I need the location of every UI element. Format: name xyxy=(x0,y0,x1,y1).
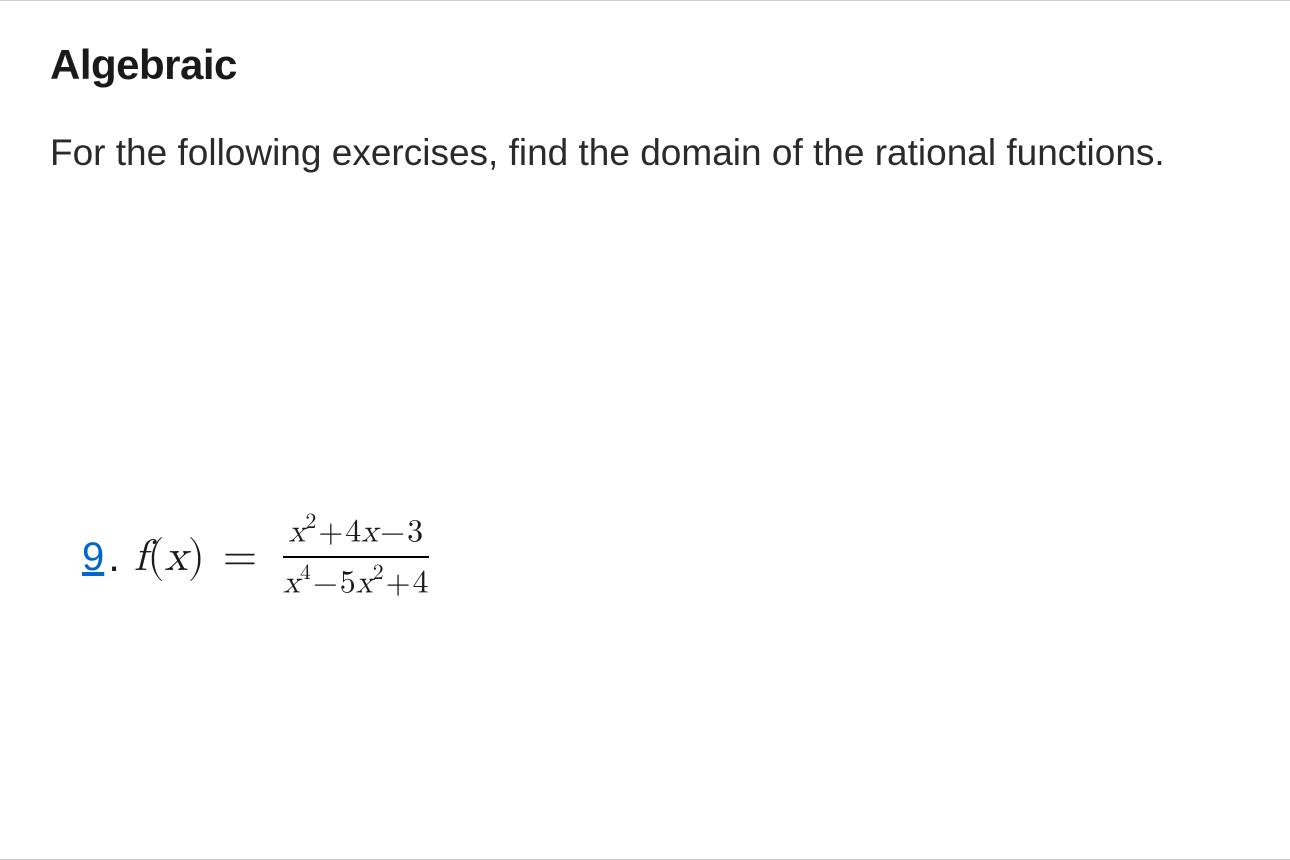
fraction: x2+4x−3 x4−5x2+4 xyxy=(277,511,434,602)
den-term2-coef: 5 xyxy=(340,568,356,600)
exercise-row: 9. f(x) = x2+4x−3 x4−5x2+4 xyxy=(50,511,1240,602)
exercise-period: . xyxy=(108,533,120,581)
denominator: x4−5x2+4 xyxy=(277,558,434,603)
function-lhs: f(x) xyxy=(134,531,205,584)
function-name: f xyxy=(134,535,147,579)
exercise-number-link[interactable]: 9 xyxy=(82,535,104,580)
den-term3: 4 xyxy=(413,568,429,600)
numerator: x2+4x−3 xyxy=(283,511,430,558)
instructions-text: For the following exercises, find the do… xyxy=(50,124,1240,181)
num-term1-exp: 2 xyxy=(305,511,316,533)
den-term1-exp: 4 xyxy=(300,562,311,584)
den-term2-var: x xyxy=(356,568,373,600)
open-paren: ( xyxy=(147,535,164,579)
function-variable: x xyxy=(165,535,188,579)
num-op1: + xyxy=(316,517,345,549)
equals-sign: = xyxy=(223,531,257,584)
num-op2: − xyxy=(378,517,407,549)
den-op2: + xyxy=(384,568,413,600)
num-term2-coef: 4 xyxy=(345,517,361,549)
den-op1: − xyxy=(311,568,340,600)
num-term2-var: x xyxy=(361,517,378,549)
section-title: Algebraic xyxy=(50,41,1240,89)
den-term1-var: x xyxy=(283,568,300,600)
num-term1-var: x xyxy=(289,517,306,549)
num-term3: 3 xyxy=(407,517,423,549)
den-term2-exp: 2 xyxy=(373,562,384,584)
close-paren: ) xyxy=(188,535,205,579)
